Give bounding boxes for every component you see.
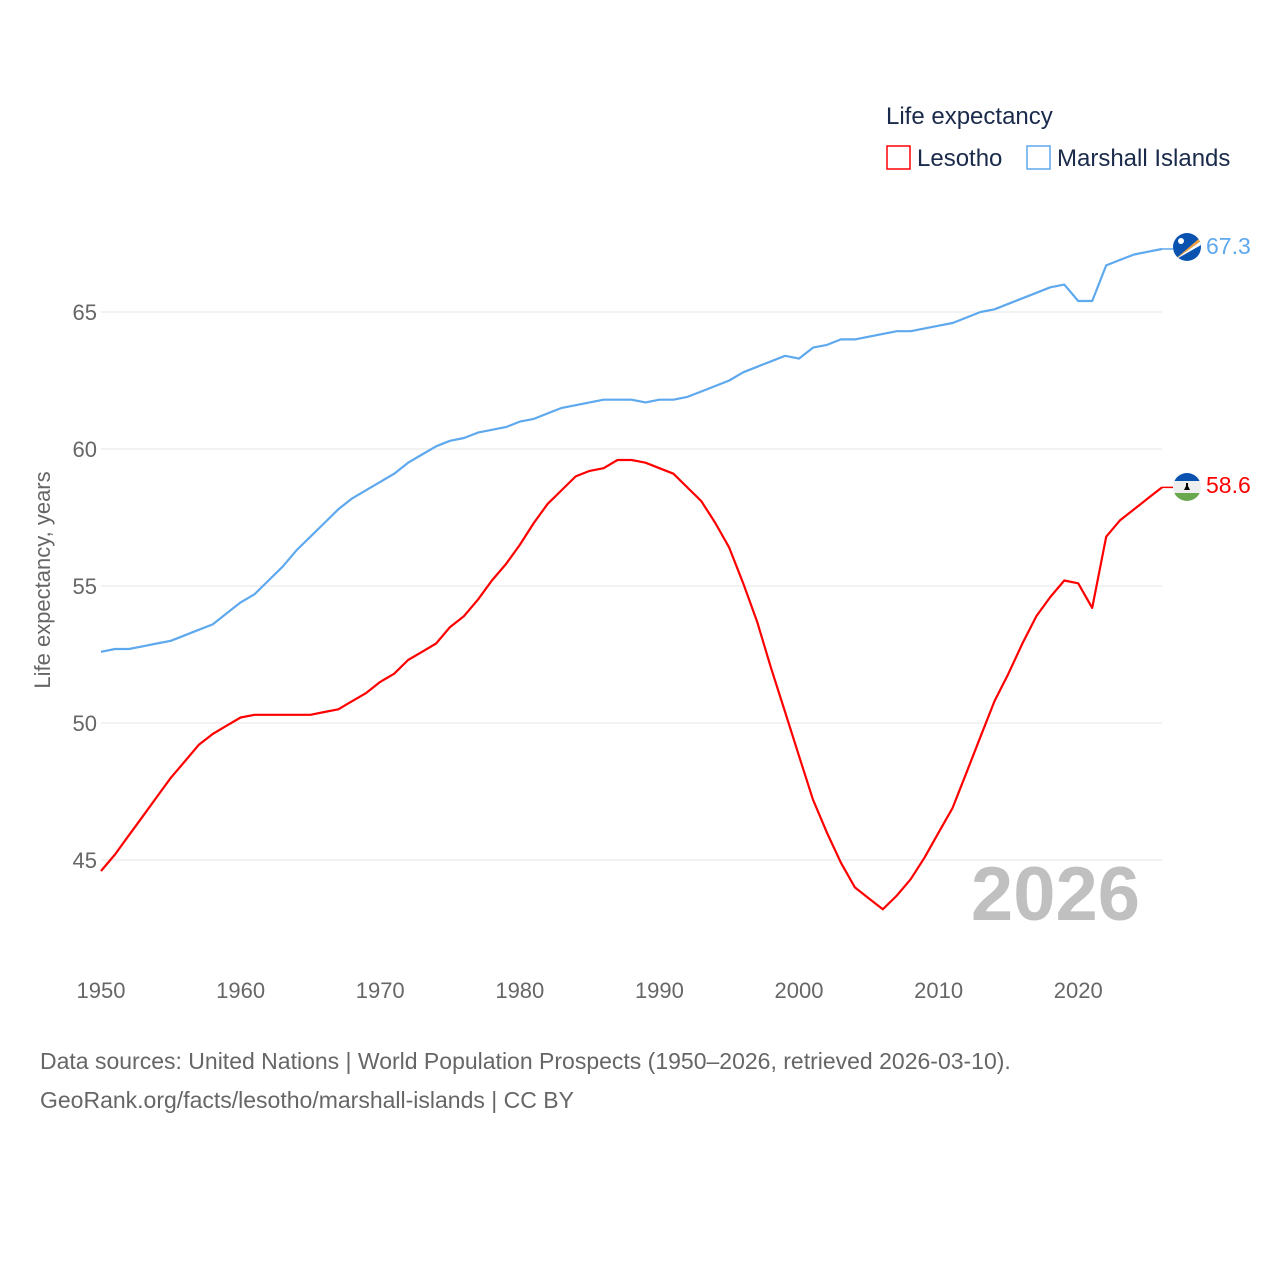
y-tick-label: 65: [73, 300, 97, 325]
x-tick-label: 1960: [216, 978, 265, 1003]
end-label-marshall-islands: 67.3: [1206, 233, 1251, 259]
legend-swatch-lesotho[interactable]: [886, 145, 911, 170]
series-line-lesotho: [100, 458, 1163, 911]
x-tick-label: 2020: [1054, 978, 1103, 1003]
x-tick-label: 1980: [495, 978, 544, 1003]
legend: Life expectancy Lesotho Marshall Islands: [886, 103, 1230, 172]
flag-lesotho-icon: [1173, 473, 1201, 501]
series-line-marshall-islands: [100, 247, 1163, 653]
legend-item-lesotho[interactable]: Lesotho: [917, 145, 1002, 172]
x-tick-label: 1970: [356, 978, 405, 1003]
legend-swatch-marshall-islands[interactable]: [1026, 145, 1051, 170]
x-tick-label: 2010: [914, 978, 963, 1003]
footer-sources: Data sources: United Nations | World Pop…: [40, 1048, 1011, 1074]
legend-item-marshall-islands[interactable]: Marshall Islands: [1057, 145, 1230, 172]
flag-marshall-islands-icon: [1173, 233, 1201, 261]
gridlines: [101, 311, 1162, 861]
y-tick-label: 60: [73, 437, 97, 462]
x-tick-label: 1990: [635, 978, 684, 1003]
x-tick-label: 1950: [77, 978, 126, 1003]
x-tick-label: 2000: [775, 978, 824, 1003]
end-label-lesotho: 58.6: [1206, 472, 1251, 498]
y-tick-label: 55: [73, 574, 97, 599]
legend-title: Life expectancy: [886, 103, 1053, 130]
x-axis-ticks: 1950 1960 1970 1980 1990 2000 2010 2020: [77, 978, 1103, 1003]
year-watermark: 2026: [971, 852, 1140, 937]
series-lines: [100, 247, 1173, 911]
y-axis-ticks: 45 50 55 60 65: [73, 300, 97, 873]
footer-link[interactable]: GeoRank.org/facts/lesotho/marshall-islan…: [40, 1087, 574, 1113]
y-tick-label: 45: [73, 848, 97, 873]
y-tick-label: 50: [73, 711, 97, 736]
y-axis-label: Life expectancy, years: [30, 471, 55, 688]
